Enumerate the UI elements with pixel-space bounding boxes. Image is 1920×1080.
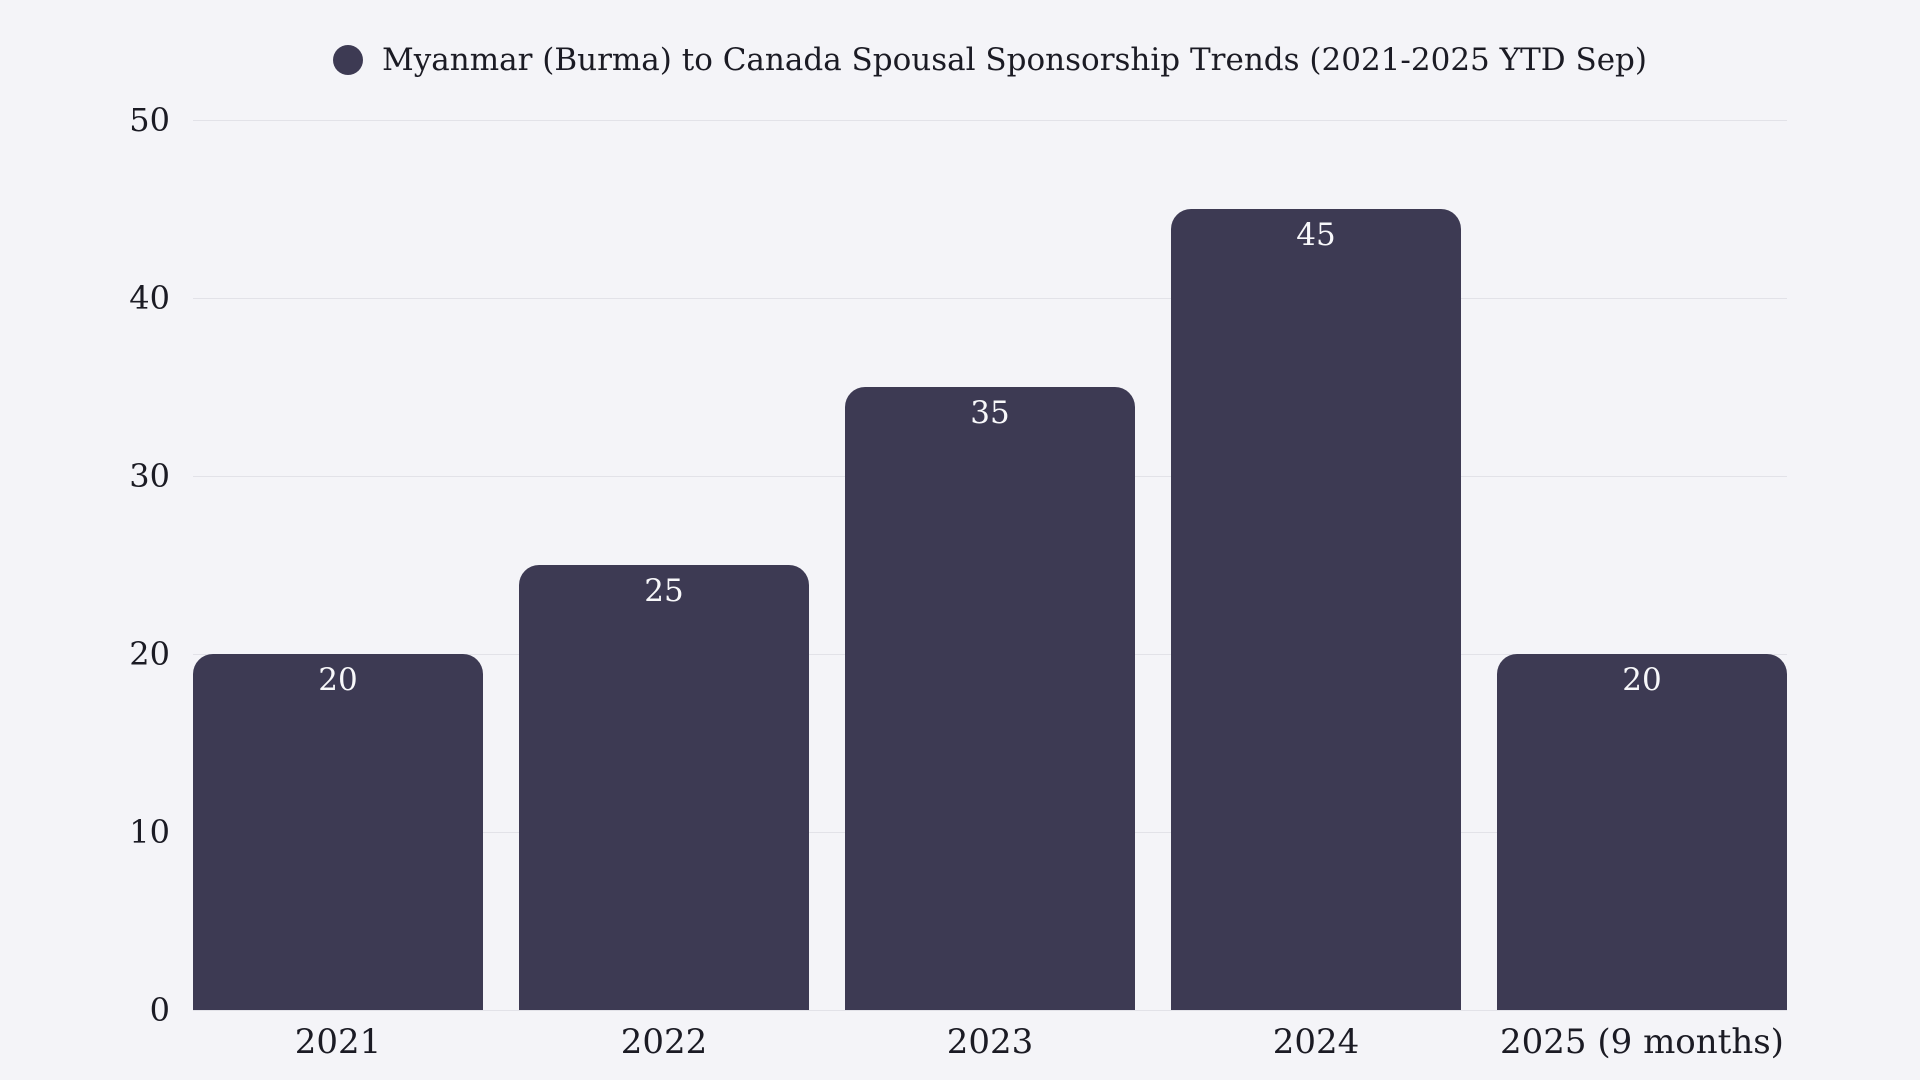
gridline — [193, 120, 1787, 121]
x-axis-tick-label: 2025 (9 months) — [1500, 1022, 1784, 1062]
y-axis-tick-label: 40 — [129, 279, 170, 317]
x-axis-tick-label: 2024 — [1272, 1022, 1360, 1062]
y-axis-tick-label: 10 — [129, 813, 170, 851]
x-axis-tick-label: 2023 — [946, 1022, 1034, 1062]
bar-2021[interactable]: 20 — [193, 654, 483, 1010]
gridline — [193, 1010, 1787, 1011]
plot-area: 0 10 20 30 40 50 20 2021 25 2022 35 2023 45 2024 20 202… — [129, 102, 1787, 1062]
bar-value-label: 45 — [1296, 217, 1336, 253]
y-axis-tick-label: 0 — [149, 991, 170, 1029]
bar-value-label: 35 — [970, 395, 1010, 431]
gridline — [193, 298, 1787, 299]
bar-2025 (9 months)[interactable]: 20 — [1497, 654, 1787, 1010]
bar-value-label: 25 — [644, 573, 684, 609]
bar-2022[interactable]: 25 — [519, 565, 809, 1010]
bar-value-label: 20 — [318, 662, 358, 698]
bar-2023[interactable]: 35 — [845, 387, 1135, 1010]
y-axis-tick-label: 50 — [129, 101, 170, 139]
chart-title: Myanmar (Burma) to Canada Spousal Sponso… — [382, 42, 1647, 78]
y-axis-tick-label: 20 — [129, 635, 170, 673]
chart-legend[interactable]: Myanmar (Burma) to Canada Spousal Sponso… — [193, 40, 1787, 80]
bar-value-label: 20 — [1622, 662, 1662, 698]
x-axis-tick-label: 2021 — [294, 1022, 382, 1062]
x-axis-tick-label: 2022 — [620, 1022, 708, 1062]
legend-circle-icon — [333, 45, 363, 75]
bar-2024[interactable]: 45 — [1171, 209, 1461, 1010]
y-axis-tick-label: 30 — [129, 457, 170, 495]
